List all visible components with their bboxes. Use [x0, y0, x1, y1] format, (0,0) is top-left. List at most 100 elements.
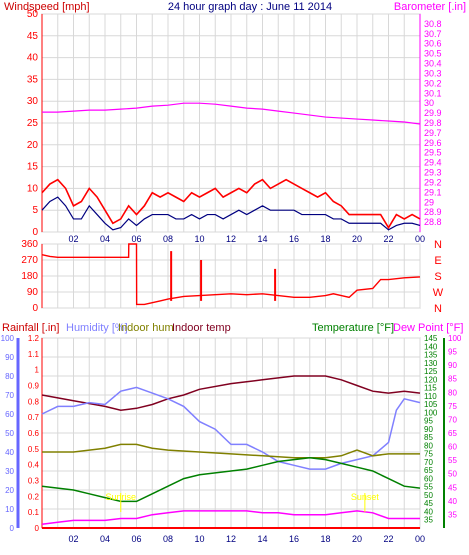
indoor-hum-label: Indoor hum — [118, 322, 174, 334]
annotation-label: Sunset — [351, 492, 380, 502]
direction-tick-label: 90 — [27, 287, 39, 298]
temperature-axis-title: Temperature [°F] — [312, 322, 394, 334]
barometer-tick-label: 30.5 — [424, 49, 442, 59]
series-direction — [41, 243, 421, 306]
hour-tick-label: 00 — [415, 534, 425, 544]
hour-tick-label: 10 — [194, 534, 204, 544]
barometer-tick-label: 30.3 — [424, 68, 442, 78]
compass-label: E — [434, 255, 441, 267]
temperature-tick-label: 90 — [424, 425, 433, 434]
dewpoint-tick-label: 35 — [448, 510, 457, 519]
rainfall-tick-label: 0.3 — [28, 477, 40, 486]
direction-tick-label: 270 — [21, 255, 38, 266]
temperature-tick-label: 40 — [424, 507, 433, 516]
hour-tick-label: 22 — [383, 234, 393, 244]
temperature-tick-label: 65 — [424, 466, 433, 475]
temperature-tick-label: 135 — [424, 351, 438, 360]
windspeed-axis-title: Windspeed [mph] — [4, 1, 90, 13]
hour-tick-label: 02 — [68, 234, 78, 244]
hour-tick-label: 18 — [320, 234, 330, 244]
barometer-tick-label: 30.6 — [424, 39, 442, 49]
barometer-tick-label: 29 — [424, 197, 434, 207]
hour-tick-label: 16 — [289, 534, 299, 544]
temperature-tick-label: 70 — [424, 458, 433, 467]
chart-marks: 0510152025303540455028.828.92929.129.229… — [1, 9, 462, 544]
rainfall-tick-label: 0 — [35, 524, 40, 533]
compass-label: N — [434, 303, 442, 315]
barometer-tick-label: 29.1 — [424, 187, 442, 197]
hour-tick-label: 02 — [68, 534, 78, 544]
humidity-axis-title: Humidity [%] — [66, 322, 128, 334]
hour-tick-label: 20 — [352, 534, 362, 544]
temperature-tick-label: 120 — [424, 375, 438, 384]
barometer-tick-label: 29.5 — [424, 148, 442, 158]
barometer-tick-label: 30.7 — [424, 29, 442, 39]
chart-background — [16, 13, 445, 529]
hour-tick-label: 12 — [226, 234, 236, 244]
rainfall-tick-label: 1.2 — [28, 334, 40, 343]
humidity-tick-label: 60 — [5, 410, 14, 419]
temperature-tick-label: 130 — [424, 359, 438, 368]
temperature-tick-label: 80 — [424, 441, 433, 450]
barometer-tick-label: 29.3 — [424, 168, 442, 178]
hour-tick-label: 12 — [226, 534, 236, 544]
windspeed-tick-label: 20 — [27, 140, 39, 151]
barometer-tick-label: 29.4 — [424, 158, 442, 168]
barometer-tick-label: 28.9 — [424, 207, 442, 217]
windspeed-tick-label: 25 — [27, 118, 39, 129]
temperature-tick-label: 95 — [424, 417, 433, 426]
rainfall-tick-label: 1 — [35, 366, 40, 375]
temperature-tick-label: 60 — [424, 474, 433, 483]
barometer-axis-title: Barometer [.in] — [394, 1, 466, 13]
windspeed-tick-label: 50 — [27, 9, 39, 20]
windspeed-tick-label: 40 — [27, 53, 39, 64]
humidity-tick-label: 70 — [5, 391, 14, 400]
compass-label: S — [434, 271, 441, 283]
temperature-tick-label: 85 — [424, 433, 433, 442]
temperature-tick-label: 125 — [424, 367, 438, 376]
dewpoint-tick-label: 70 — [448, 415, 457, 424]
barometer-tick-label: 30.2 — [424, 78, 442, 88]
barometer-tick-label: 30.4 — [424, 59, 442, 69]
direction-tick-label: 180 — [21, 271, 38, 282]
dewpoint-tick-label: 75 — [448, 402, 457, 411]
rainfall-tick-label: 0.9 — [28, 382, 40, 391]
humidity-tick-label: 100 — [1, 334, 15, 343]
hour-tick-label: 08 — [163, 534, 173, 544]
windspeed-tick-label: 35 — [27, 74, 39, 85]
temperature-tick-label: 55 — [424, 483, 433, 492]
dewpoint-tick-label: 85 — [448, 375, 457, 384]
rainfall-tick-label: 0.2 — [28, 492, 40, 501]
series-indoor_hum — [42, 443, 420, 459]
hour-tick-label: 06 — [131, 534, 141, 544]
hour-tick-label: 14 — [257, 234, 267, 244]
barometer-tick-label: 30.8 — [424, 19, 442, 29]
series-temperature — [41, 456, 421, 503]
windspeed-tick-label: 0 — [32, 227, 38, 238]
hour-tick-label: 10 — [194, 234, 204, 244]
barometer-tick-label: 30.1 — [424, 88, 442, 98]
series-indoor_temp — [41, 375, 421, 411]
dewpoint-tick-label: 55 — [448, 456, 457, 465]
indoor-temp-label: Indoor temp — [172, 322, 231, 334]
dew-point-axis-title: Dew Point [°F] — [393, 322, 463, 334]
temperature-tick-label: 50 — [424, 491, 433, 500]
temperature-tick-label: 115 — [424, 384, 437, 393]
windspeed-tick-label: 5 — [32, 205, 38, 216]
temperature-tick-label: 45 — [424, 499, 433, 508]
humidity-tick-label: 50 — [5, 429, 14, 438]
rainfall-tick-label: 0.7 — [28, 413, 40, 422]
barometer-tick-label: 29.6 — [424, 138, 442, 148]
series-humidity — [41, 386, 421, 470]
hour-tick-label: 14 — [257, 534, 267, 544]
humidity-tick-label: 40 — [5, 448, 14, 457]
dewpoint-tick-label: 95 — [448, 348, 457, 357]
humidity-tick-label: 10 — [5, 505, 14, 514]
dewpoint-tick-label: 45 — [448, 483, 457, 492]
dewpoint-tick-label: 80 — [448, 388, 457, 397]
chart-title: 24 hour graph day : June 11 2014 — [168, 1, 332, 13]
dewpoint-tick-label: 60 — [448, 443, 457, 452]
series-wind_gust — [41, 178, 421, 230]
humidity-tick-label: 80 — [5, 372, 14, 381]
dewpoint-tick-label: 65 — [448, 429, 457, 438]
